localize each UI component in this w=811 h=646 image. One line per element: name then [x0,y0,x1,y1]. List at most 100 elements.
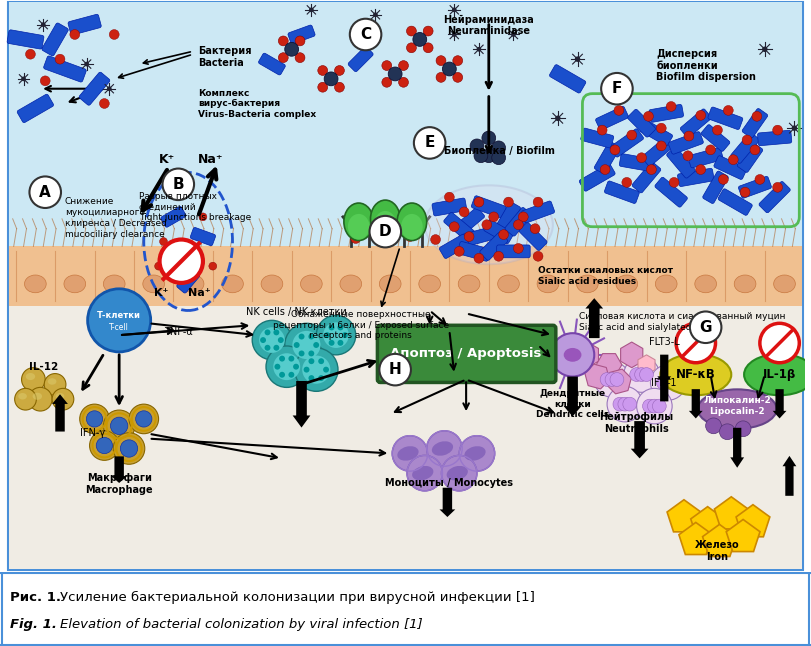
Circle shape [313,342,320,348]
Circle shape [530,224,540,234]
Circle shape [328,340,334,346]
FancyBboxPatch shape [757,130,792,146]
FancyBboxPatch shape [667,147,695,178]
FancyArrow shape [773,389,787,419]
Circle shape [285,43,298,56]
Circle shape [298,333,304,340]
Circle shape [627,130,637,140]
Circle shape [380,354,411,386]
Ellipse shape [577,275,599,293]
Circle shape [413,32,427,47]
FancyBboxPatch shape [496,245,530,258]
FancyBboxPatch shape [288,25,315,44]
FancyBboxPatch shape [519,223,547,251]
FancyBboxPatch shape [471,196,506,218]
Circle shape [459,207,469,217]
Circle shape [752,111,762,121]
Circle shape [120,440,138,457]
Circle shape [273,345,279,351]
Text: Разрыв плотных
соединений
Tight junctions breakage: Разрыв плотных соединений Tight junction… [139,192,251,222]
Circle shape [155,262,162,270]
Circle shape [491,141,505,155]
FancyBboxPatch shape [44,56,86,82]
FancyBboxPatch shape [654,177,688,207]
Ellipse shape [340,275,362,293]
FancyArrow shape [689,389,702,419]
Circle shape [666,375,680,390]
Circle shape [199,213,207,221]
FancyBboxPatch shape [620,154,654,172]
Circle shape [87,411,103,427]
Text: Рис. 1.: Рис. 1. [10,591,61,604]
Ellipse shape [301,275,322,293]
Circle shape [477,47,481,52]
Circle shape [55,54,65,64]
Text: Бактерия
Bacteria: Бактерия Bacteria [198,47,251,68]
Circle shape [342,332,348,338]
Ellipse shape [371,200,400,238]
FancyArrow shape [586,298,603,338]
Circle shape [107,87,112,91]
FancyBboxPatch shape [610,129,643,157]
FancyBboxPatch shape [79,72,109,105]
Circle shape [324,332,330,338]
Circle shape [273,353,300,380]
Circle shape [511,32,516,37]
Circle shape [45,373,66,395]
Circle shape [482,220,491,230]
Circle shape [264,345,270,351]
Circle shape [449,222,459,232]
Ellipse shape [261,275,283,293]
Circle shape [328,324,334,330]
FancyArrow shape [440,488,455,517]
Circle shape [513,220,523,230]
Text: IL-1β: IL-1β [763,368,796,381]
Circle shape [431,234,440,244]
Circle shape [303,355,330,384]
Circle shape [260,328,285,353]
Circle shape [773,182,783,193]
FancyBboxPatch shape [550,65,586,93]
Circle shape [482,149,496,163]
FancyBboxPatch shape [739,176,771,198]
Circle shape [324,72,338,86]
FancyBboxPatch shape [737,143,763,172]
Circle shape [278,337,284,343]
Text: Снижение
мукоцилиарного
клиренса / Decreased
mucociliary clearance: Снижение мукоцилиарного клиренса / Decre… [65,197,167,240]
Circle shape [474,197,484,207]
Ellipse shape [697,390,777,429]
Circle shape [160,238,167,245]
Circle shape [575,56,580,62]
Circle shape [427,431,462,466]
FancyArrow shape [631,421,649,459]
Circle shape [303,367,310,373]
Circle shape [684,131,694,141]
Circle shape [293,364,299,370]
Circle shape [436,56,446,65]
Circle shape [610,145,620,155]
Circle shape [318,65,328,76]
Circle shape [308,351,315,357]
Circle shape [750,145,760,155]
Text: Комплекс
вирус-бактерия
Virus-Bacteria complex: Комплекс вирус-бактерия Virus-Bacteria c… [198,89,316,119]
Ellipse shape [397,203,427,240]
Circle shape [533,197,543,207]
Circle shape [555,116,560,121]
Circle shape [656,123,666,133]
Ellipse shape [744,354,811,395]
Circle shape [760,323,800,363]
Text: NF-κB: NF-κB [676,368,715,381]
Ellipse shape [348,214,370,240]
Text: F: F [611,81,622,96]
Text: IFN-1: IFN-1 [651,379,677,388]
FancyBboxPatch shape [731,132,759,163]
Circle shape [441,455,477,491]
Circle shape [533,251,543,261]
FancyBboxPatch shape [759,182,791,213]
FancyBboxPatch shape [714,156,747,180]
Text: NK cells / NK-клетки: NK cells / NK-клетки [247,307,347,317]
Circle shape [252,320,292,360]
Circle shape [334,65,345,76]
Text: Апоптоз / Apoptosis: Апоптоз / Apoptosis [390,348,542,360]
Circle shape [318,375,324,381]
